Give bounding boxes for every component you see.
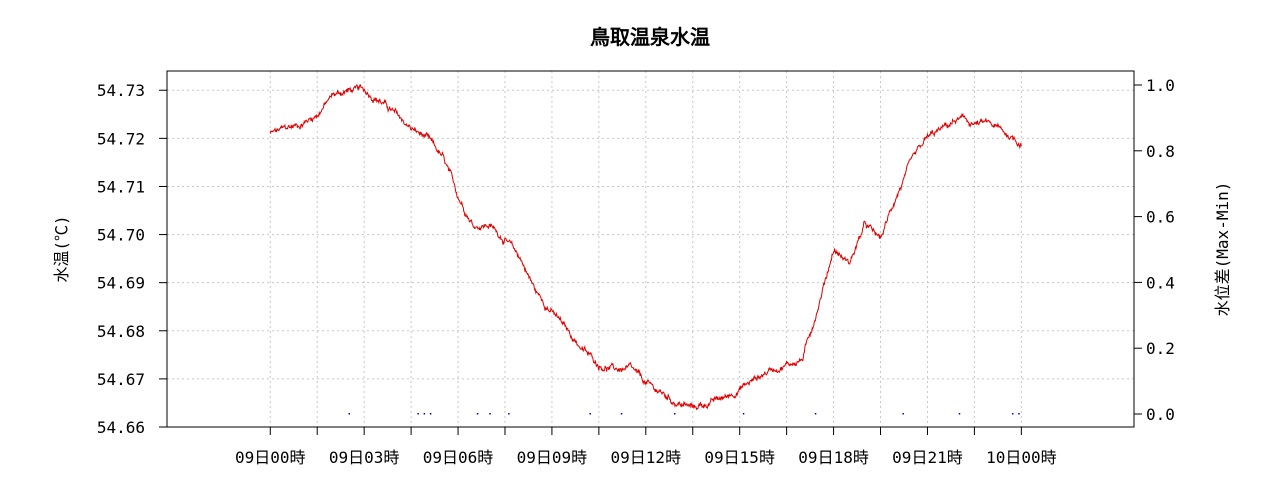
water-level-point: [1018, 413, 1020, 415]
water-level-point: [589, 413, 591, 415]
y-axis-label: 水温(℃): [52, 215, 71, 282]
water-level-point: [742, 413, 745, 415]
y2-tick-label: 0.0: [1146, 405, 1175, 424]
grid: [167, 71, 1134, 428]
y2-tick-label: 0.6: [1146, 208, 1175, 227]
x-tick-label: 09日18時: [798, 448, 869, 467]
x-tick-label: 09日06時: [423, 448, 494, 467]
water-level-point: [508, 413, 510, 415]
x-tick-label: 09日12時: [611, 448, 682, 467]
y-tick-label: 54.68: [97, 322, 145, 341]
y-tick-label: 54.69: [97, 274, 145, 293]
y-tick-label: 54.73: [97, 81, 145, 100]
plot-frame: [166, 70, 1135, 428]
water-level-point: [814, 413, 817, 415]
y2-tick-label: 0.2: [1146, 339, 1175, 358]
y-tick-label: 54.72: [97, 129, 145, 148]
series-line-water-temp: [269, 83, 1022, 411]
chart-title: 鳥取温泉水温: [590, 25, 710, 49]
water-level-point: [673, 413, 676, 415]
x-tick-label: 09日03時: [329, 448, 400, 467]
water-level-point: [429, 413, 432, 415]
y-tick-label: 54.71: [97, 177, 145, 196]
water-level-point: [489, 413, 491, 415]
plot-series: [269, 83, 1022, 415]
water-level-point: [620, 413, 623, 415]
axes: 54.66 54.67 54.68 54.69 54.70 54.71 54.72 54.73…: [97, 76, 1175, 467]
water-level-point: [417, 413, 419, 415]
x-tick-label: 09日09時: [517, 448, 588, 467]
water-level-point: [348, 413, 351, 415]
x-tick-label: 09日15時: [704, 448, 775, 467]
water-level-point: [423, 413, 426, 415]
water-level-point: [958, 413, 961, 415]
y-tick-label: 54.67: [97, 370, 145, 389]
y-tick-label: 54.70: [97, 226, 145, 245]
y-tick-label: 54.66: [97, 418, 145, 437]
water-level-point: [902, 413, 904, 415]
water-level-point: [476, 413, 479, 415]
x-tick-label: 10日00時: [986, 448, 1057, 467]
y2-axis-label: 水位差(Max-Min): [1213, 182, 1232, 317]
y2-tick-label: 0.4: [1146, 273, 1175, 292]
x-tick-label: 09日21時: [892, 448, 963, 467]
y2-tick-label: 0.8: [1146, 142, 1175, 161]
water-level-point: [1011, 413, 1014, 415]
x-tick-label: 09日00時: [235, 448, 306, 467]
y2-tick-label: 1.0: [1146, 76, 1175, 95]
